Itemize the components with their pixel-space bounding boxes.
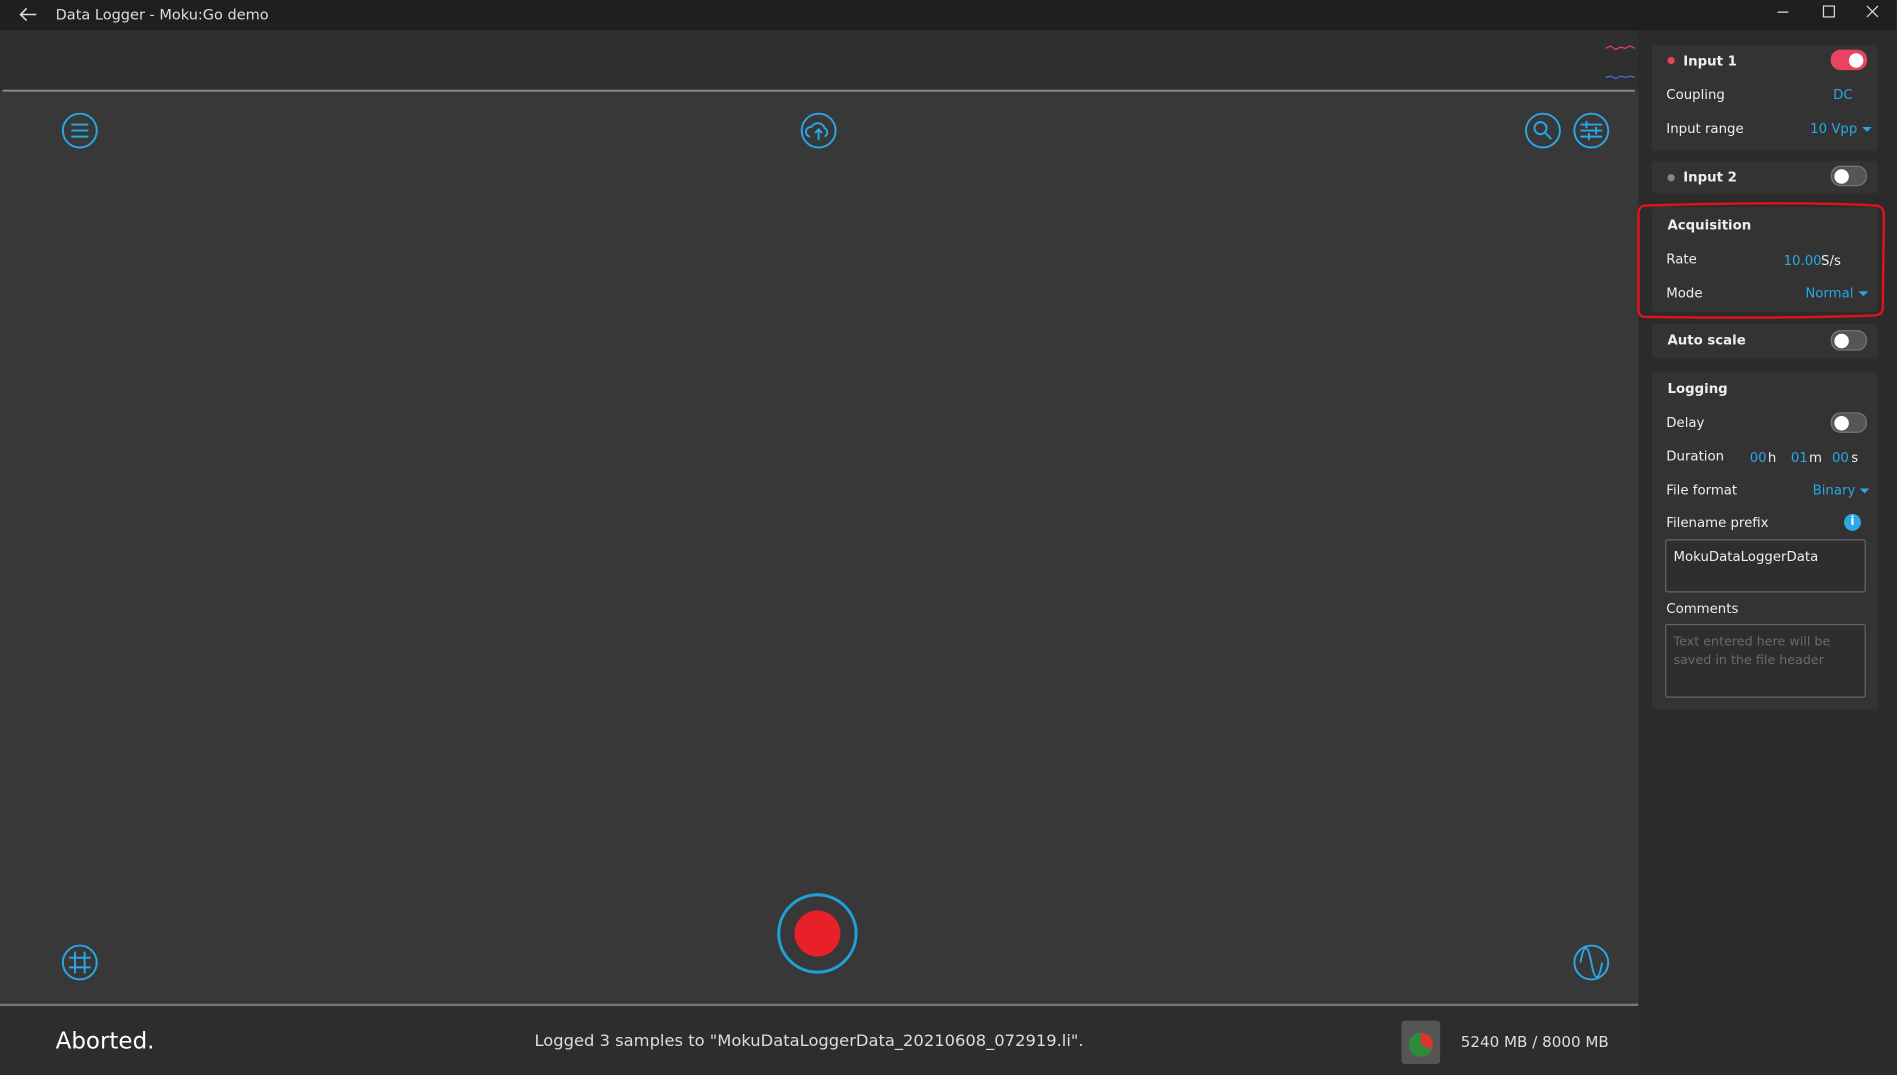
- input1-toggle[interactable]: [1830, 49, 1868, 71]
- comments-input[interactable]: Text entered here will be saved in the f…: [1665, 623, 1866, 698]
- title-bar: Data Logger - Moku:Go demo: [0, 0, 1897, 31]
- range-text: 10 Vpp: [1810, 120, 1858, 137]
- input2-toggle[interactable]: [1830, 165, 1868, 187]
- upload-button[interactable]: [800, 112, 837, 149]
- status-bar: Aborted. Logged 3 samples to "MokuDataLo…: [0, 1003, 1639, 1075]
- hours[interactable]: 00: [1749, 449, 1767, 466]
- delay-label: Delay: [1666, 414, 1705, 431]
- minutes-unit: m: [1808, 449, 1822, 466]
- comments-label: Comments: [1666, 600, 1739, 617]
- back-button[interactable]: [17, 5, 39, 24]
- rate-label: Rate: [1666, 251, 1697, 268]
- logging-card: Logging Delay Duration 00 h 01 m 00 s Fi…: [1651, 372, 1878, 710]
- zoom-button[interactable]: [1525, 112, 1561, 149]
- input2-label: Input 2: [1683, 169, 1737, 186]
- window-title: Data Logger - Moku:Go demo: [55, 6, 269, 23]
- minutes[interactable]: 01: [1790, 449, 1808, 466]
- input2-card: Input 2: [1651, 160, 1878, 194]
- autoscale-toggle[interactable]: [1830, 330, 1868, 351]
- status-message: Logged 3 samples to "MokuDataLoggerData_…: [534, 1031, 1084, 1051]
- plot: [0, 30, 1639, 1004]
- prefix-label: Filename prefix: [1666, 515, 1769, 531]
- coupling-value[interactable]: DC: [1833, 87, 1853, 103]
- input1-label: Input 1: [1683, 53, 1737, 69]
- window-controls: [1777, 5, 1879, 18]
- status-state: Aborted.: [55, 1027, 155, 1055]
- record-ring[interactable]: [777, 893, 858, 974]
- hours-unit: h: [1767, 449, 1777, 466]
- menu-button[interactable]: [61, 112, 98, 149]
- mode-value[interactable]: Normal: [1805, 285, 1868, 301]
- grid-button[interactable]: [61, 944, 98, 981]
- record-button[interactable]: [794, 910, 841, 957]
- range-label: Input range: [1666, 120, 1744, 137]
- coupling-label: Coupling: [1666, 87, 1725, 103]
- acquisition-title: Acquisition: [1667, 217, 1752, 234]
- highlight-outline: [1637, 202, 1886, 319]
- info-icon[interactable]: i: [1844, 513, 1861, 531]
- seconds-unit: s: [1851, 449, 1859, 466]
- acquisition-card: Acquisition Rate 10.00 S/s Mode Normal: [1651, 206, 1878, 312]
- delay-toggle[interactable]: [1830, 412, 1868, 433]
- mode-text: Normal: [1805, 285, 1854, 302]
- autoscale-card: Auto scale: [1651, 324, 1878, 358]
- prefix-input[interactable]: MokuDataLoggerData: [1665, 539, 1866, 593]
- mode-label: Mode: [1666, 285, 1703, 302]
- format-value[interactable]: Binary: [1813, 482, 1870, 498]
- format-label: File format: [1666, 482, 1738, 499]
- input1-card: Input 1 Coupling DC Input range 10 Vpp: [1651, 44, 1878, 152]
- rate-value[interactable]: 10.00: [1783, 252, 1822, 269]
- duration-label: Duration: [1666, 448, 1725, 465]
- format-text: Binary: [1812, 482, 1856, 499]
- rate-unit: S/s: [1821, 252, 1841, 269]
- prefix-value: MokuDataLoggerData: [1673, 548, 1819, 565]
- seconds[interactable]: 00: [1831, 449, 1849, 466]
- range-value[interactable]: 10 Vpp: [1810, 121, 1872, 137]
- autoscale-label: Auto scale: [1667, 332, 1746, 349]
- math-button[interactable]: [1573, 944, 1610, 981]
- logging-title: Logging: [1667, 380, 1728, 397]
- settings-button[interactable]: [1573, 112, 1610, 149]
- comments-placeholder: Text entered here will be saved in the f…: [1673, 634, 1831, 668]
- storage-icon: [1401, 1020, 1441, 1065]
- storage-text: 5240 MB / 8000 MB: [1460, 1032, 1609, 1051]
